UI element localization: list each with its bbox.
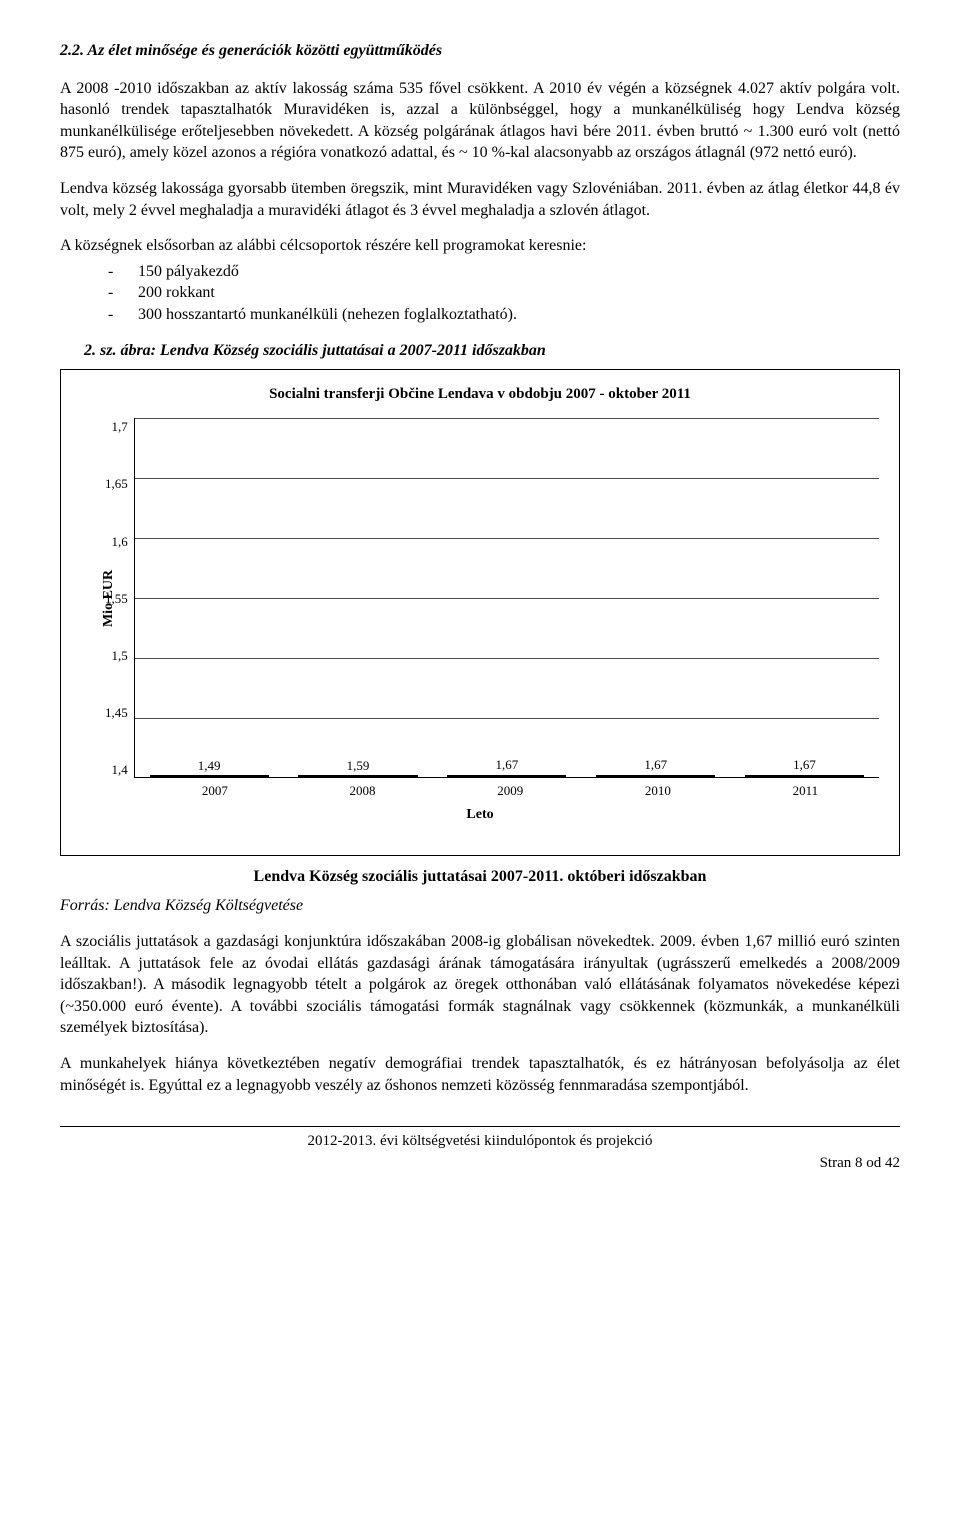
ytick: 1,7 xyxy=(112,418,128,436)
bullet-item: 300 hosszantartó munkanélküli (nehezen f… xyxy=(138,304,517,326)
ytick: 1,65 xyxy=(105,475,128,493)
xtick: 2011 xyxy=(793,782,819,800)
chart-source: Forrás: Lendva Község Költségvetése xyxy=(60,895,900,917)
ytick: 1,5 xyxy=(112,647,128,665)
bullet-list: -150 pályakezdő -200 rokkant -300 hossza… xyxy=(108,261,900,326)
footer-page: Stran 8 od 42 xyxy=(60,1153,900,1173)
figure-caption: 2. sz. ábra: Lendva Község szociális jut… xyxy=(84,340,900,362)
chart-ylabel: Mio EUR xyxy=(100,570,119,627)
bullet-dash: - xyxy=(108,261,120,283)
chart-container: Socialni transferji Občine Lendava v obd… xyxy=(60,369,900,856)
xtick: 2009 xyxy=(497,782,523,800)
chart-gridline xyxy=(135,598,879,599)
xtick: 2008 xyxy=(350,782,376,800)
xtick: 2007 xyxy=(202,782,228,800)
chart-ylabel-box: Mio EUR xyxy=(81,418,105,778)
chart-xlabel: Leto xyxy=(81,806,879,825)
paragraph-4: A szociális juttatások a gazdasági konju… xyxy=(60,931,900,1039)
bullet-dash: - xyxy=(108,282,120,304)
chart-gridline xyxy=(135,658,879,659)
chart-bar-value: 1,67 xyxy=(447,756,566,774)
bullet-item: 200 rokkant xyxy=(138,282,215,304)
paragraph-5: A munkahelyek hiánya következtében negat… xyxy=(60,1053,900,1096)
chart-gridline xyxy=(135,718,879,719)
chart-plot-area: 1,49 1,59 1,67 1,67 1,67 xyxy=(134,418,879,778)
paragraph-3-lead: A községnek elsősorban az alábbi célcsop… xyxy=(60,235,900,257)
bullet-item: 150 pályakezdő xyxy=(138,261,239,283)
chart-gridline xyxy=(135,418,879,419)
chart-gridline xyxy=(135,777,879,778)
xtick: 2010 xyxy=(645,782,671,800)
ytick: 1,6 xyxy=(112,533,128,551)
paragraph-2: Lendva község lakossága gyorsabb ütemben… xyxy=(60,178,900,221)
chart-bar-value: 1,49 xyxy=(150,757,269,775)
chart-bar-value: 1,59 xyxy=(298,757,417,775)
chart-gridline xyxy=(135,538,879,539)
chart-bar-value: 1,67 xyxy=(745,756,864,774)
bullet-dash: - xyxy=(108,304,120,326)
chart-title: Socialni transferji Občine Lendava v obd… xyxy=(81,384,879,404)
paragraph-1: A 2008 -2010 időszakban az aktív lakossá… xyxy=(60,78,900,164)
chart-gridline xyxy=(135,478,879,479)
chart-xaxis: 2007 2008 2009 2010 2011 xyxy=(141,782,879,800)
ytick: 1,45 xyxy=(105,704,128,722)
footer-title: 2012-2013. évi költségvetési kiindulópon… xyxy=(60,1126,900,1151)
section-heading: 2.2. Az élet minősége és generációk közö… xyxy=(60,40,900,62)
chart-caption-below: Lendva Község szociális juttatásai 2007-… xyxy=(60,866,900,888)
chart-bar-value: 1,67 xyxy=(596,756,715,774)
chart-plot: Mio EUR 1,7 1,65 1,6 1,55 1,5 1,45 1,4 1… xyxy=(81,418,879,778)
ytick: 1,4 xyxy=(112,761,128,779)
